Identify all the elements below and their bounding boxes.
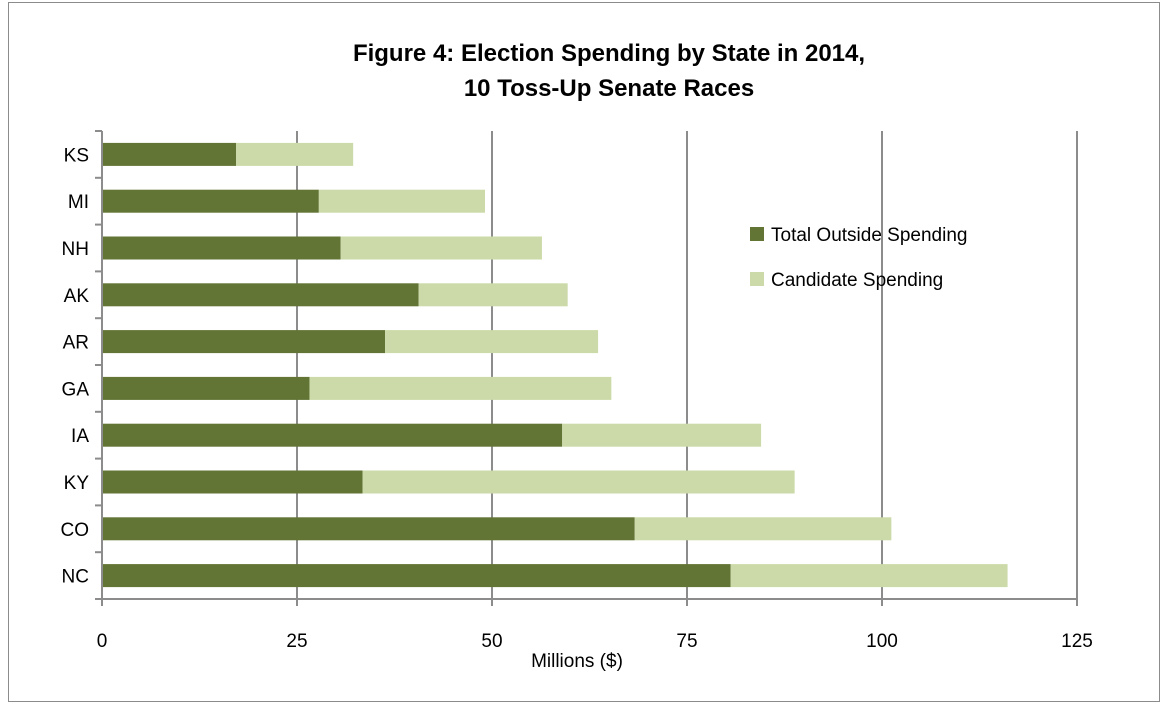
bar-ga-total-outside-spending [102,376,310,400]
bar-ky-total-outside-spending [102,470,363,494]
bar-co-total-outside-spending [102,517,635,541]
y-tick-label-ks: KS [64,145,89,166]
bar-ak-candidate-spending [418,283,568,307]
x-tick-label-100: 100 [866,631,898,652]
chart-title-line-2: 10 Toss-Up Senate Races [464,75,754,102]
y-tick-label-ak: AK [64,286,90,307]
y-tick-label-ia: IA [71,426,89,447]
bar-ia-total-outside-spending [102,423,563,447]
y-tick-label-mi: MI [68,192,89,213]
x-tick-label-125: 125 [1061,631,1093,652]
chart-title: Figure 4: Election Spending by State in … [353,40,865,102]
bar-co-candidate-spending [634,517,892,541]
x-tick-labels: 0 25 50 75 100 125 [97,631,1093,652]
bar-nc-candidate-spending [730,564,1008,588]
bar-nh-total-outside-spending [102,236,341,260]
bar-ks-total-outside-spending [102,142,237,166]
chart-area: Figure 4: Election Spending by State in … [8,2,1160,702]
y-tick-label-nc: NC [62,567,89,588]
bar-mi-total-outside-spending [102,189,319,213]
legend-swatch-total-outside-spending [750,227,764,241]
chart-title-line-1: Figure 4: Election Spending by State in … [353,40,865,67]
y-tick-label-ar: AR [63,333,89,354]
bar-nc-total-outside-spending [102,564,731,588]
bar-ga-candidate-spending [309,376,612,400]
bar-ky-candidate-spending [362,470,795,494]
bar-ia-candidate-spending [562,423,762,447]
x-tick-label-25: 25 [286,631,307,652]
legend: Total Outside Spending Candidate Spending [750,225,967,291]
legend-swatch-candidate-spending [750,272,764,286]
x-tick-label-75: 75 [676,631,697,652]
bar-ks-candidate-spending [236,142,354,166]
legend-label-total-outside-spending: Total Outside Spending [771,225,967,246]
y-tick-label-nh: NH [62,239,89,260]
x-tick-label-50: 50 [481,631,502,652]
legend-label-candidate-spending: Candidate Spending [771,270,943,291]
x-axis-label: Millions ($) [531,651,623,672]
bar-ar-candidate-spending [385,330,599,354]
chart-svg: Figure 4: Election Spending by State in … [61,40,1093,672]
bar-ak-total-outside-spending [102,283,419,307]
bar-nh-candidate-spending [340,236,542,260]
y-tick-label-ga: GA [62,379,90,400]
bars [102,142,1008,588]
y-tick-label-co: CO [61,520,90,541]
y-tick-labels: KS MI NH AK AR GA IA KY CO NC [61,145,90,587]
axes [95,130,1078,606]
bar-mi-candidate-spending [318,189,485,213]
y-tick-label-ky: KY [64,473,90,494]
x-tick-label-0: 0 [97,631,108,652]
bar-ar-total-outside-spending [102,330,386,354]
